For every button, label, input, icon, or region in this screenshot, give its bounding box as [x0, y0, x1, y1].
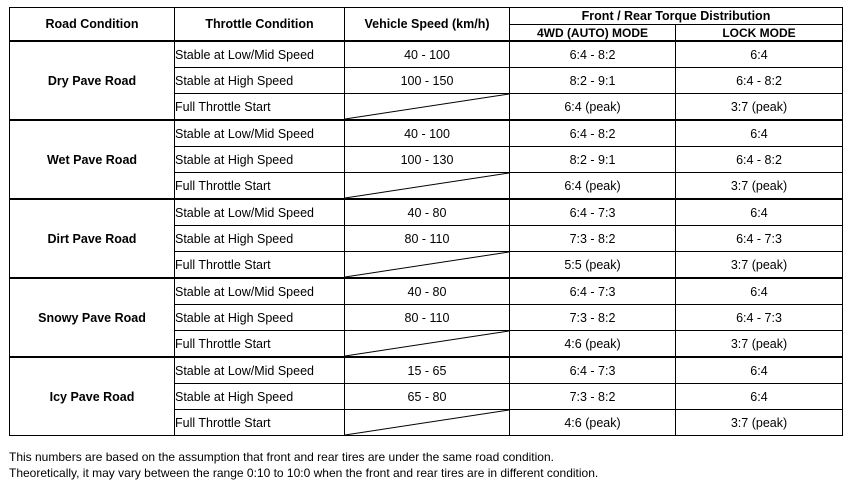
throttle-condition-cell: Stable at Low/Mid Speed	[174, 40, 345, 68]
throttle-condition-cell: Full Throttle Start	[174, 330, 345, 358]
throttle-condition-cell: Stable at High Speed	[174, 146, 345, 173]
vehicle-speed-cell: 100 - 130	[344, 146, 510, 173]
vehicle-speed-cell: 40 - 100	[344, 119, 510, 147]
not-applicable-cell	[344, 172, 510, 200]
throttle-condition-cell: Stable at Low/Mid Speed	[174, 277, 345, 305]
auto-mode-torque-cell: 7:3 - 8:2	[509, 225, 676, 252]
lock-mode-torque-cell: 6:4 - 8:2	[675, 67, 843, 94]
throttle-condition-cell: Stable at High Speed	[174, 304, 345, 331]
diagonal-slash	[345, 252, 509, 277]
not-applicable-cell	[344, 93, 510, 121]
lock-mode-torque-cell: 3:7 (peak)	[675, 251, 843, 279]
auto-mode-torque-cell: 7:3 - 8:2	[509, 304, 676, 331]
table-row: Stable at High Speed 65 - 80 7:3 - 8:2 6:4	[10, 383, 843, 410]
throttle-condition-cell: Stable at Low/Mid Speed	[174, 119, 345, 147]
table-row: Icy Pave Road Stable at Low/Mid Speed 15 -…	[9, 356, 843, 436]
road-group: Dry Pave Road Stable at Low/Mid Speed 40 -…	[9, 40, 843, 121]
auto-mode-torque-cell: 6:4 (peak)	[509, 93, 676, 121]
lock-mode-torque-cell: 6:4	[675, 198, 843, 226]
footnote-different-condition: Theoretically, it may vary between the r…	[9, 466, 599, 480]
road-condition-cell: Dry Pave Road	[9, 40, 175, 121]
diagonal-slash	[345, 331, 509, 356]
header-vehicle-speed: Vehicle Speed (km/h)	[344, 7, 510, 42]
auto-mode-torque-cell: 6:4 - 7:3	[509, 356, 676, 384]
road-group: Snowy Pave Road Stable at Low/Mid Speed 40…	[9, 277, 843, 358]
vehicle-speed-cell: 100 - 150	[344, 67, 510, 94]
table-row: Dirt Pave Road Stable at Low/Mid Speed 40 …	[9, 198, 843, 279]
lock-mode-torque-cell: 6:4	[675, 119, 843, 147]
road-group: Dirt Pave Road Stable at Low/Mid Speed 40 …	[9, 198, 843, 279]
lock-mode-torque-cell: 6:4	[675, 356, 843, 384]
table-row: Stable at High Speed 100 - 150 8:2 - 9:1 6:…	[10, 67, 843, 94]
table-row: Stable at High Speed 80 - 110 7:3 - 8:2 6:4…	[10, 225, 843, 252]
road-group: Wet Pave Road Stable at Low/Mid Speed 40 -…	[9, 119, 843, 200]
auto-mode-torque-cell: 6:4 - 8:2	[509, 119, 676, 147]
throttle-condition-cell: Stable at Low/Mid Speed	[174, 356, 345, 384]
table-row: Full Throttle Start 4:6 (peak) 3:7 (peak)	[10, 409, 843, 436]
throttle-condition-cell: Full Throttle Start	[174, 251, 345, 279]
vehicle-speed-cell: 40 - 80	[344, 198, 510, 226]
diagonal-slash	[345, 410, 509, 435]
lock-mode-torque-cell: 6:4 - 7:3	[675, 225, 843, 252]
throttle-condition-cell: Full Throttle Start	[174, 409, 345, 436]
vehicle-speed-cell: 80 - 110	[344, 225, 510, 252]
auto-mode-torque-cell: 8:2 - 9:1	[509, 67, 676, 94]
diagonal-slash	[345, 173, 509, 198]
table-row: Dry Pave Road Stable at Low/Mid Speed 40 -…	[9, 40, 843, 121]
vehicle-speed-cell: 40 - 80	[344, 277, 510, 305]
header-lock-mode: LOCK MODE	[675, 24, 843, 42]
auto-mode-torque-cell: 7:3 - 8:2	[509, 383, 676, 410]
vehicle-speed-cell: 80 - 110	[344, 304, 510, 331]
throttle-condition-cell: Stable at Low/Mid Speed	[174, 198, 345, 226]
road-group: Icy Pave Road Stable at Low/Mid Speed 15 -…	[9, 356, 843, 436]
diagonal-slash	[345, 94, 509, 119]
throttle-condition-cell: Full Throttle Start	[174, 93, 345, 121]
header-throttle-condition: Throttle Condition	[174, 7, 345, 42]
auto-mode-torque-cell: 4:6 (peak)	[509, 409, 676, 436]
vehicle-speed-cell: 40 - 100	[344, 40, 510, 68]
road-condition-cell: Icy Pave Road	[9, 356, 175, 436]
vehicle-speed-cell: 65 - 80	[344, 383, 510, 410]
footnotes: This numbers are based on the assumption…	[9, 449, 598, 481]
auto-mode-torque-cell: 8:2 - 9:1	[509, 146, 676, 173]
header-4wd-auto-mode: 4WD (AUTO) MODE	[509, 24, 676, 42]
table-row: Wet Pave Road Stable at Low/Mid Speed 40 -…	[9, 119, 843, 200]
lock-mode-torque-cell: 6:4 - 7:3	[675, 304, 843, 331]
road-condition-cell: Snowy Pave Road	[9, 277, 175, 358]
not-applicable-cell	[344, 330, 510, 358]
lock-mode-torque-cell: 3:7 (peak)	[675, 330, 843, 358]
header-torque-distribution: Front / Rear Torque Distribution	[509, 7, 843, 25]
throttle-condition-cell: Stable at High Speed	[174, 67, 345, 94]
not-applicable-cell	[344, 409, 510, 436]
throttle-condition-cell: Full Throttle Start	[174, 172, 345, 200]
lock-mode-torque-cell: 3:7 (peak)	[675, 172, 843, 200]
vehicle-speed-cell: 15 - 65	[344, 356, 510, 384]
throttle-condition-cell: Stable at High Speed	[174, 383, 345, 410]
footnote-same-condition: This numbers are based on the assumption…	[9, 450, 554, 464]
auto-mode-torque-cell: 6:4 - 7:3	[509, 277, 676, 305]
road-condition-cell: Wet Pave Road	[9, 119, 175, 200]
lock-mode-torque-cell: 3:7 (peak)	[675, 409, 843, 436]
lock-mode-torque-cell: 6:4	[675, 40, 843, 68]
lock-mode-torque-cell: 6:4	[675, 383, 843, 410]
lock-mode-torque-cell: 3:7 (peak)	[675, 93, 843, 121]
auto-mode-torque-cell: 6:4 - 7:3	[509, 198, 676, 226]
auto-mode-torque-cell: 6:4 (peak)	[509, 172, 676, 200]
auto-mode-torque-cell: 6:4 - 8:2	[509, 40, 676, 68]
auto-mode-torque-cell: 5:5 (peak)	[509, 251, 676, 279]
lock-mode-torque-cell: 6:4 - 8:2	[675, 146, 843, 173]
header-road-condition: Road Condition	[9, 7, 175, 42]
throttle-condition-cell: Stable at High Speed	[174, 225, 345, 252]
table-row: Full Throttle Start 6:4 (peak) 3:7 (peak)	[10, 93, 843, 121]
torque-distribution-table: Road Condition Throttle Condition Vehicl…	[9, 7, 843, 436]
table-row: Stable at High Speed 80 - 110 7:3 - 8:2 6:4…	[10, 304, 843, 331]
not-applicable-cell	[344, 251, 510, 279]
table-row: Snowy Pave Road Stable at Low/Mid Speed 40…	[9, 277, 843, 358]
road-condition-cell: Dirt Pave Road	[9, 198, 175, 279]
table-row: Stable at High Speed 100 - 130 8:2 - 9:1 6:…	[10, 146, 843, 173]
table-row: Full Throttle Start 4:6 (peak) 3:7 (peak)	[10, 330, 843, 358]
auto-mode-torque-cell: 4:6 (peak)	[509, 330, 676, 358]
lock-mode-torque-cell: 6:4	[675, 277, 843, 305]
